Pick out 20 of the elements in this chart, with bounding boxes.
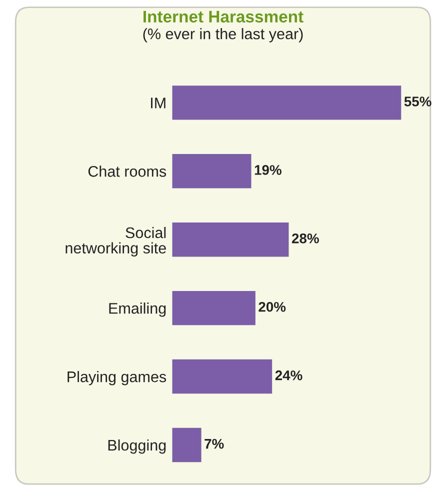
y-tick-label: Social networking site [66, 226, 166, 257]
chart-title: Internet Harassment [144, 10, 304, 23]
data-label: 19% [254, 165, 282, 175]
data-label: 7% [204, 438, 224, 449]
chart-subtitle: (% ever in the last year) [143, 28, 303, 42]
bar [172, 428, 202, 462]
y-tick-label: Chat rooms [88, 166, 166, 177]
data-label: 20% [258, 302, 286, 312]
y-tick-label: IM [151, 98, 166, 108]
bar [172, 154, 252, 188]
bar [172, 86, 402, 120]
y-tick-label: Blogging [108, 439, 166, 454]
data-label: 24% [275, 370, 302, 380]
y-tick-label: Emailing [109, 302, 166, 317]
bar [172, 222, 289, 257]
bar [172, 359, 272, 394]
bar [172, 290, 256, 326]
y-tick-label: Playing games [68, 370, 166, 386]
data-label: 55% [404, 96, 432, 106]
data-label: 28% [292, 234, 319, 244]
